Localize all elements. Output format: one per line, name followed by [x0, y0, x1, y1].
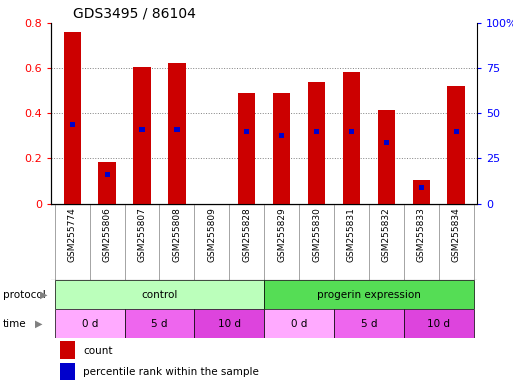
Bar	[273, 93, 290, 204]
Bar	[133, 67, 151, 204]
Text: GSM255809: GSM255809	[207, 207, 216, 262]
Bar	[404, 309, 473, 338]
Text: GSM255833: GSM255833	[417, 207, 426, 262]
Bar	[279, 133, 284, 138]
Bar	[140, 127, 145, 132]
Bar	[378, 110, 395, 204]
Bar	[343, 71, 360, 204]
Bar	[314, 129, 319, 134]
Bar	[55, 309, 125, 338]
Bar	[412, 180, 430, 204]
Bar	[384, 140, 389, 145]
Text: 0 d: 0 d	[291, 318, 307, 329]
Bar	[244, 129, 249, 134]
Bar	[60, 341, 75, 359]
Bar	[308, 82, 325, 204]
Bar	[64, 32, 81, 204]
Text: GSM255774: GSM255774	[68, 207, 77, 262]
Text: percentile rank within the sample: percentile rank within the sample	[83, 367, 259, 377]
Text: ▶: ▶	[35, 318, 42, 329]
Text: GSM255808: GSM255808	[172, 207, 182, 262]
Bar	[238, 93, 255, 204]
Text: 5 d: 5 d	[361, 318, 377, 329]
Bar	[98, 162, 116, 204]
Text: GSM255807: GSM255807	[137, 207, 147, 262]
Bar	[453, 129, 459, 134]
Text: GSM255828: GSM255828	[242, 207, 251, 262]
Bar	[447, 86, 465, 204]
Bar	[349, 129, 354, 134]
Text: progerin expression: progerin expression	[317, 290, 421, 300]
Bar	[168, 63, 186, 204]
Text: count: count	[83, 346, 113, 356]
Bar	[174, 127, 180, 132]
Text: GSM255830: GSM255830	[312, 207, 321, 262]
Bar	[419, 185, 424, 190]
Bar	[334, 309, 404, 338]
Text: ▶: ▶	[40, 290, 47, 300]
Text: 0 d: 0 d	[82, 318, 98, 329]
Text: time: time	[3, 318, 26, 329]
Text: protocol: protocol	[3, 290, 45, 300]
Text: GSM255832: GSM255832	[382, 207, 391, 262]
Text: 5 d: 5 d	[151, 318, 168, 329]
Text: 10 d: 10 d	[427, 318, 450, 329]
Bar	[105, 172, 110, 177]
Bar	[264, 309, 334, 338]
Bar	[55, 280, 264, 309]
Text: GSM255806: GSM255806	[103, 207, 112, 262]
Bar	[60, 363, 75, 380]
Text: GSM255829: GSM255829	[277, 207, 286, 262]
Text: 10 d: 10 d	[218, 318, 241, 329]
Text: GSM255834: GSM255834	[451, 207, 461, 262]
Bar	[125, 309, 194, 338]
Bar	[264, 280, 473, 309]
Text: control: control	[141, 290, 177, 300]
Bar	[194, 309, 264, 338]
Bar	[70, 122, 75, 127]
Text: GDS3495 / 86104: GDS3495 / 86104	[73, 7, 195, 20]
Text: GSM255831: GSM255831	[347, 207, 356, 262]
